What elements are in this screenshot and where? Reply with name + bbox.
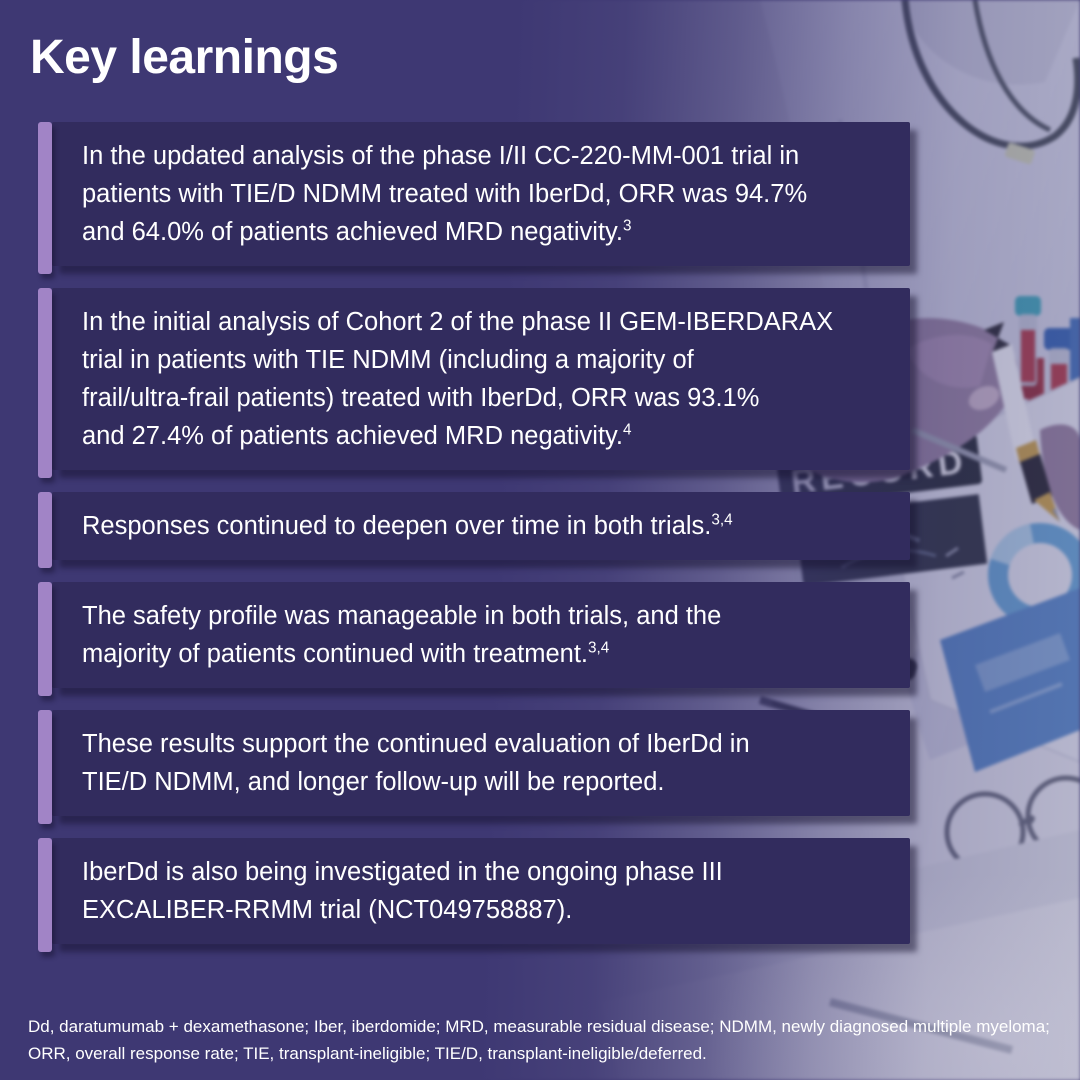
card-accent-bar xyxy=(38,122,52,274)
key-learnings-list: In the updated analysis of the phase I/I… xyxy=(38,122,910,952)
card-text: In the updated analysis of the phase I/I… xyxy=(82,142,808,246)
page-title: Key learnings xyxy=(30,31,339,84)
key-learning-card: Responses continued to deepen over time … xyxy=(38,492,910,568)
key-learning-card: IberDd is also being investigated in the… xyxy=(38,838,910,952)
card-accent-bar xyxy=(38,582,52,696)
card-text: IberDd is also being investigated in the… xyxy=(82,858,723,924)
card-accent-bar xyxy=(38,492,52,568)
key-learning-card: The safety profile was manageable in bot… xyxy=(38,582,910,696)
card-text: The safety profile was manageable in bot… xyxy=(82,602,722,668)
card-accent-bar xyxy=(38,838,52,952)
key-learning-card: In the updated analysis of the phase I/I… xyxy=(38,122,910,274)
key-learning-card: These results support the continued eval… xyxy=(38,710,910,824)
card-accent-bar xyxy=(38,288,52,478)
abbreviations-footnote: Dd, daratumumab + dexamethasone; Iber, i… xyxy=(28,1017,1050,1063)
card-text: These results support the continued eval… xyxy=(82,730,750,796)
key-learning-card: In the initial analysis of Cohort 2 of t… xyxy=(38,288,910,478)
card-accent-bar xyxy=(38,710,52,824)
card-text: In the initial analysis of Cohort 2 of t… xyxy=(82,308,834,450)
card-text: Responses continued to deepen over time … xyxy=(82,511,733,540)
